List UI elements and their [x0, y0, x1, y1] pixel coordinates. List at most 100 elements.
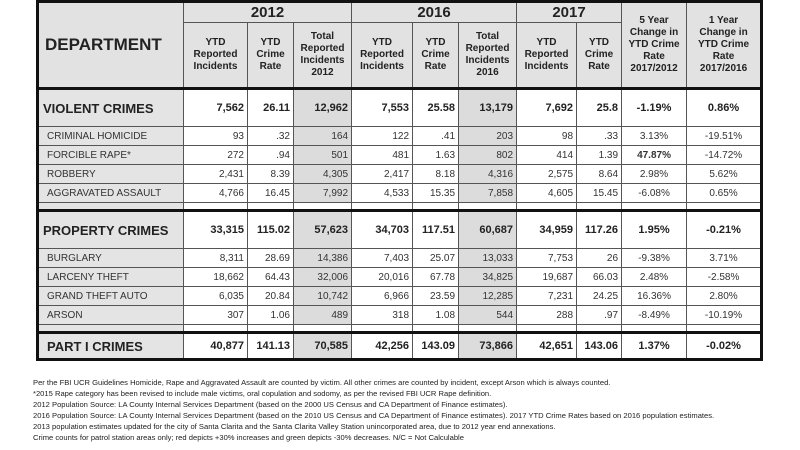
table-cell: .41 [412, 126, 460, 146]
table-cell: 40,877 [183, 331, 248, 360]
table-cell: 4,766 [183, 183, 248, 203]
table-cell: 66.03 [576, 267, 623, 287]
table-cell: 34,703 [351, 209, 414, 249]
row-label: AGGRAVATED ASSAULT [37, 183, 184, 203]
table-cell: 1.63 [412, 145, 460, 165]
table-cell: 47.87% [621, 145, 688, 165]
table-cell: 4,533 [351, 183, 414, 203]
table-row: FORCIBLE RAPE* 272.94 501 481 1.63 802 414 1.39… [37, 145, 763, 165]
col-header: YTD Crime Rate [412, 22, 460, 89]
table-cell: 1.06 [247, 305, 294, 325]
table-cell: 1.95% [621, 209, 688, 249]
table-cell: 12,962 [292, 87, 353, 127]
table-cell: 1.37% [621, 331, 688, 360]
table-cell: 8,311 [183, 248, 248, 268]
table-cell: 16.36% [621, 286, 688, 306]
table-cell: 19,687 [516, 267, 578, 287]
table-cell: 501 [292, 145, 353, 165]
col-header: YTD Crime Rate [247, 22, 294, 89]
footnote-line: Crime counts for patrol station areas on… [33, 433, 464, 442]
table-cell: 10,742 [292, 286, 353, 306]
table-cell: 489 [292, 305, 353, 325]
table-cell: .94 [247, 145, 294, 165]
row-label: CRIMINAL HOMICIDE [37, 126, 184, 146]
table-cell: 25.07 [412, 248, 460, 268]
footnote-line: 2013 population estimates updated for th… [33, 422, 556, 431]
footnote-line: 2016 Population Source: LA County Intern… [33, 411, 715, 420]
table-cell: 544 [458, 305, 518, 325]
table-cell: 2.80% [686, 286, 763, 306]
row-label: GRAND THEFT AUTO [37, 286, 184, 306]
table-cell: -10.19% [686, 305, 763, 325]
table-cell: 143.09 [412, 331, 460, 360]
footnotes: Per the FBI UCR Guidelines Homicide, Rap… [33, 377, 714, 443]
row-label: BURGLARY [37, 248, 184, 268]
department-header: DEPARTMENT [37, 1, 184, 89]
table-cell: 307 [183, 305, 248, 325]
table-cell: 28.69 [247, 248, 294, 268]
row-label: PART I CRIMES [37, 331, 184, 360]
table-cell: 14,386 [292, 248, 353, 268]
table-cell: 141.13 [247, 331, 294, 360]
table-cell: 2.98% [621, 164, 688, 184]
table-cell: 143.06 [576, 331, 623, 360]
table-cell: 272 [183, 145, 248, 165]
table-cell: 60,687 [458, 209, 518, 249]
table-cell: 20,016 [351, 267, 414, 287]
table-cell: 3.71% [686, 248, 763, 268]
table-cell: 57,623 [292, 209, 353, 249]
table-cell: 7,403 [351, 248, 414, 268]
table-cell: 42,256 [351, 331, 414, 360]
table-cell: 115.02 [247, 209, 294, 249]
year-header-2016: 2016 [351, 1, 518, 23]
table-cell: 12,285 [458, 286, 518, 306]
row-label: LARCENY THEFT [37, 267, 184, 287]
table-cell: .33 [576, 126, 623, 146]
table-cell: -1.19% [621, 87, 688, 127]
table-cell: 0.65% [686, 183, 763, 203]
table-cell: 4,605 [516, 183, 578, 203]
table-cell: -8.49% [621, 305, 688, 325]
table-cell: 34,959 [516, 209, 578, 249]
table-cell: 93 [183, 126, 248, 146]
table-cell: 8.64 [576, 164, 623, 184]
table-cell: 15.45 [576, 183, 623, 203]
table-cell: 70,585 [292, 331, 353, 360]
table-cell: 26.11 [247, 87, 294, 127]
table-row: BURGLARY 8,311 28.69 14,386 7,403 25.07 13,033… [37, 248, 763, 268]
row-label: ARSON [37, 305, 184, 325]
table-cell: 24.25 [576, 286, 623, 306]
table-cell: 8.18 [412, 164, 460, 184]
table-cell: -6.08% [621, 183, 688, 203]
table-cell: 7,553 [351, 87, 414, 127]
table-cell: 164 [292, 126, 353, 146]
table-row: ROBBERY 2,431 8.39 4,305 2,417 8.18 4,316 2,575… [37, 164, 763, 184]
col-header: Total Reported Incidents 2016 [458, 22, 518, 89]
table-cell: 7,562 [183, 87, 248, 127]
one-year-change-header: 1 Year Change in YTD Crime Rate 2017/201… [686, 1, 763, 89]
table-cell: 7,753 [516, 248, 578, 268]
table-cell: 1.39 [576, 145, 623, 165]
table-row: GRAND THEFT AUTO 6,035 20.84 10,742 6,966 23.… [37, 286, 763, 306]
table-cell: .32 [247, 126, 294, 146]
table-cell: 122 [351, 126, 414, 146]
table-cell: 73,866 [458, 331, 518, 360]
row-label: VIOLENT CRIMES [37, 87, 184, 127]
table-cell: 7,992 [292, 183, 353, 203]
row-label: PROPERTY CRIMES [37, 209, 184, 249]
year-header-2017: 2017 [516, 1, 623, 23]
table-cell: 802 [458, 145, 518, 165]
table-cell: 2,431 [183, 164, 248, 184]
crime-statistics-table: DEPARTMENT 2012 2016 2017 5 Year Change … [36, 0, 764, 361]
table-row: PROPERTY CRIMES 33,315 115.02 57,623 34,703 1… [37, 209, 763, 249]
col-header: YTD Crime Rate [576, 22, 623, 89]
table-cell: 6,035 [183, 286, 248, 306]
footnote-line: 2012 Population Source: LA County Intern… [33, 400, 508, 409]
row-label: FORCIBLE RAPE* [37, 145, 184, 165]
table-cell: 6,966 [351, 286, 414, 306]
table-cell: 18,662 [183, 267, 248, 287]
col-header: YTD Reported Incidents [351, 22, 414, 89]
table-cell: -9.38% [621, 248, 688, 268]
table-cell: 414 [516, 145, 578, 165]
table-cell: -2.58% [686, 267, 763, 287]
